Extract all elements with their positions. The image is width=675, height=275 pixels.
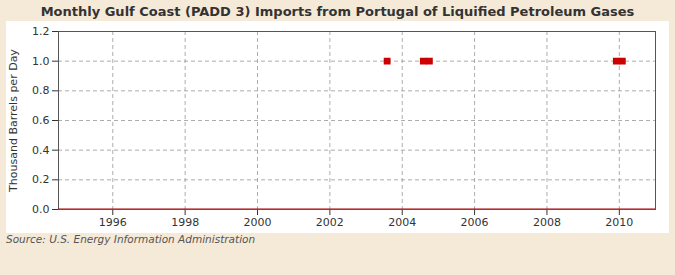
html-text:Monthly Gulf Coast (PADD 3) Im: Monthly Gulf Coast (PADD 3) Imports from… [40,4,635,19]
svg-text:2002: 2002 [316,216,344,229]
svg-text:1996: 1996 [99,216,127,229]
svg-text:0.0: 0.0 [32,203,50,216]
svg-text:1.0: 1.0 [32,55,50,68]
svg-text:2000: 2000 [244,216,272,229]
svg-text:2008: 2008 [533,216,561,229]
svg-text:2004: 2004 [388,216,416,229]
svg-text:2006: 2006 [461,216,489,229]
svg-text:0.4: 0.4 [32,144,50,157]
svg-text:0.2: 0.2 [32,173,50,186]
svg-text:1.2: 1.2 [32,25,50,38]
svg-text:1998: 1998 [171,216,199,229]
svg-text:0.8: 0.8 [32,84,50,97]
svg-text:Thousand Barrels per Day: Thousand Barrels per Day [7,49,20,193]
svg-text:2010: 2010 [605,216,633,229]
html-text:Source: U.S. Energy Informatio: Source: U.S. Energy Information Administ… [6,233,256,245]
svg-text:0.6: 0.6 [32,114,50,127]
